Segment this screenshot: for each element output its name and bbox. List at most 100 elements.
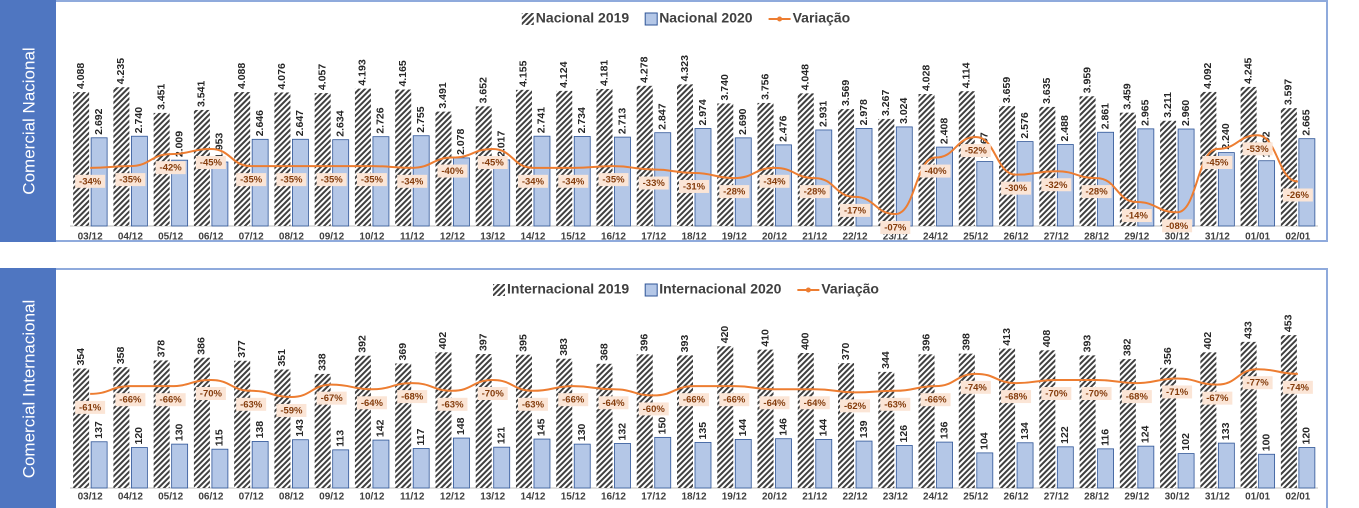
bar (999, 348, 1016, 488)
bar (211, 161, 229, 227)
variation-label: -42% (160, 163, 183, 174)
x-tick-label: 10/12 (359, 232, 384, 243)
bar (314, 93, 331, 226)
x-tick-label: 08/12 (279, 232, 304, 243)
bar (354, 88, 371, 227)
variation-label: -35% (119, 175, 142, 186)
variation-label: -64% (763, 398, 786, 409)
bar (1119, 359, 1136, 488)
variation-label-box (397, 390, 428, 404)
variation-line (90, 134, 1299, 216)
variation-label-box (1081, 387, 1112, 400)
bar (533, 438, 551, 489)
bar (573, 443, 591, 489)
bar-value-label: 4.245 (1242, 57, 1254, 83)
bar-value-label: 138 (254, 421, 266, 439)
x-tick-label: 14/12 (520, 232, 545, 243)
bar (1079, 355, 1096, 488)
variation-label: -35% (240, 175, 263, 186)
x-tick-label: 24/12 (923, 232, 948, 243)
variation-label-box (960, 380, 991, 394)
variation-label-box (276, 173, 307, 187)
x-tick-label: 15/12 (561, 232, 586, 243)
bar (493, 159, 511, 227)
variation-label-box (236, 397, 267, 411)
x-tick-label: 30/12 (1165, 232, 1190, 243)
bar-value-label: 2.476 (777, 115, 789, 141)
bar (614, 443, 631, 489)
bar-value-label: 400 (800, 332, 812, 350)
bar-value-label: 338 (316, 353, 328, 371)
x-tick-label: 10/12 (359, 492, 384, 503)
x-tick-label: 26/12 (1004, 232, 1029, 243)
bar (1160, 120, 1177, 226)
bar (815, 438, 833, 489)
variation-label-box (155, 393, 186, 407)
bar-value-label: 4.165 (397, 60, 409, 86)
bar-value-label: 402 (437, 332, 449, 350)
variation-label-box (517, 397, 548, 411)
bar-value-label: 2.847 (657, 103, 669, 129)
bar-value-label: 2.690 (737, 108, 749, 134)
bar-value-label: 3.740 (719, 74, 731, 100)
variation-label: -28% (804, 187, 827, 198)
bar (274, 92, 291, 227)
variation-label-box (1001, 390, 1032, 404)
bar-value-label: 2.741 (536, 107, 548, 133)
bar-value-label: 137 (93, 421, 105, 439)
variation-label: -63% (240, 399, 263, 410)
variation-label: -66% (562, 395, 585, 406)
bar-value-label: 2.634 (334, 110, 346, 136)
bar (936, 441, 953, 489)
legend-label: Variação (821, 281, 879, 297)
x-tick-label: 24/12 (923, 492, 948, 503)
x-tick-label: 18/12 (681, 232, 706, 243)
bar-value-label: 453 (1283, 314, 1295, 332)
bar (958, 91, 975, 226)
variation-label: -34% (522, 176, 545, 187)
variation-label: -70% (1045, 389, 1068, 400)
x-tick-label: 25/12 (963, 492, 988, 503)
bar-value-label: 396 (920, 334, 932, 352)
bar-value-label: 139 (858, 420, 870, 438)
bar-value-label: 2.240 (1220, 123, 1232, 149)
bar (73, 368, 90, 488)
variation-label: -60% (643, 404, 666, 415)
variation-label-box (558, 393, 589, 407)
x-tick-label: 23/12 (883, 492, 908, 503)
bar-value-label: 369 (397, 343, 409, 361)
legend-label: Nacional 2019 (536, 10, 630, 26)
variation-label: -28% (723, 187, 746, 198)
variation-label-box (75, 400, 106, 414)
variation-label-box (356, 396, 387, 410)
bar (717, 103, 734, 226)
variation-label-box (195, 387, 226, 400)
variation-label: -61% (79, 402, 102, 413)
bar-value-label: 4.088 (236, 63, 248, 89)
bar-value-label: 130 (576, 423, 588, 441)
variation-label-box (356, 173, 387, 187)
bar (1056, 446, 1074, 489)
bar-value-label: 4.088 (75, 63, 87, 89)
variation-label-box (1242, 376, 1273, 390)
variation-label-box (880, 397, 911, 411)
bar (1137, 445, 1155, 489)
x-tick-label: 15/12 (561, 492, 586, 503)
bar (314, 373, 331, 488)
bar (1016, 442, 1034, 489)
bar-value-label: 145 (536, 418, 548, 436)
x-tick-label: 07/12 (239, 232, 264, 243)
variation-label-box (1282, 380, 1313, 394)
bar (694, 442, 712, 489)
x-tick-label: 04/12 (118, 492, 143, 503)
bar (878, 118, 895, 226)
x-tick-label: 09/12 (319, 232, 344, 243)
x-tick-label: 07/12 (239, 492, 264, 503)
bar-value-label: 392 (357, 335, 369, 353)
bar (895, 445, 913, 489)
bar (636, 354, 653, 488)
bar (918, 354, 935, 488)
bar-value-label: 2.726 (375, 107, 387, 133)
bar-value-label: 3.211 (1162, 92, 1174, 118)
bar (797, 353, 814, 488)
